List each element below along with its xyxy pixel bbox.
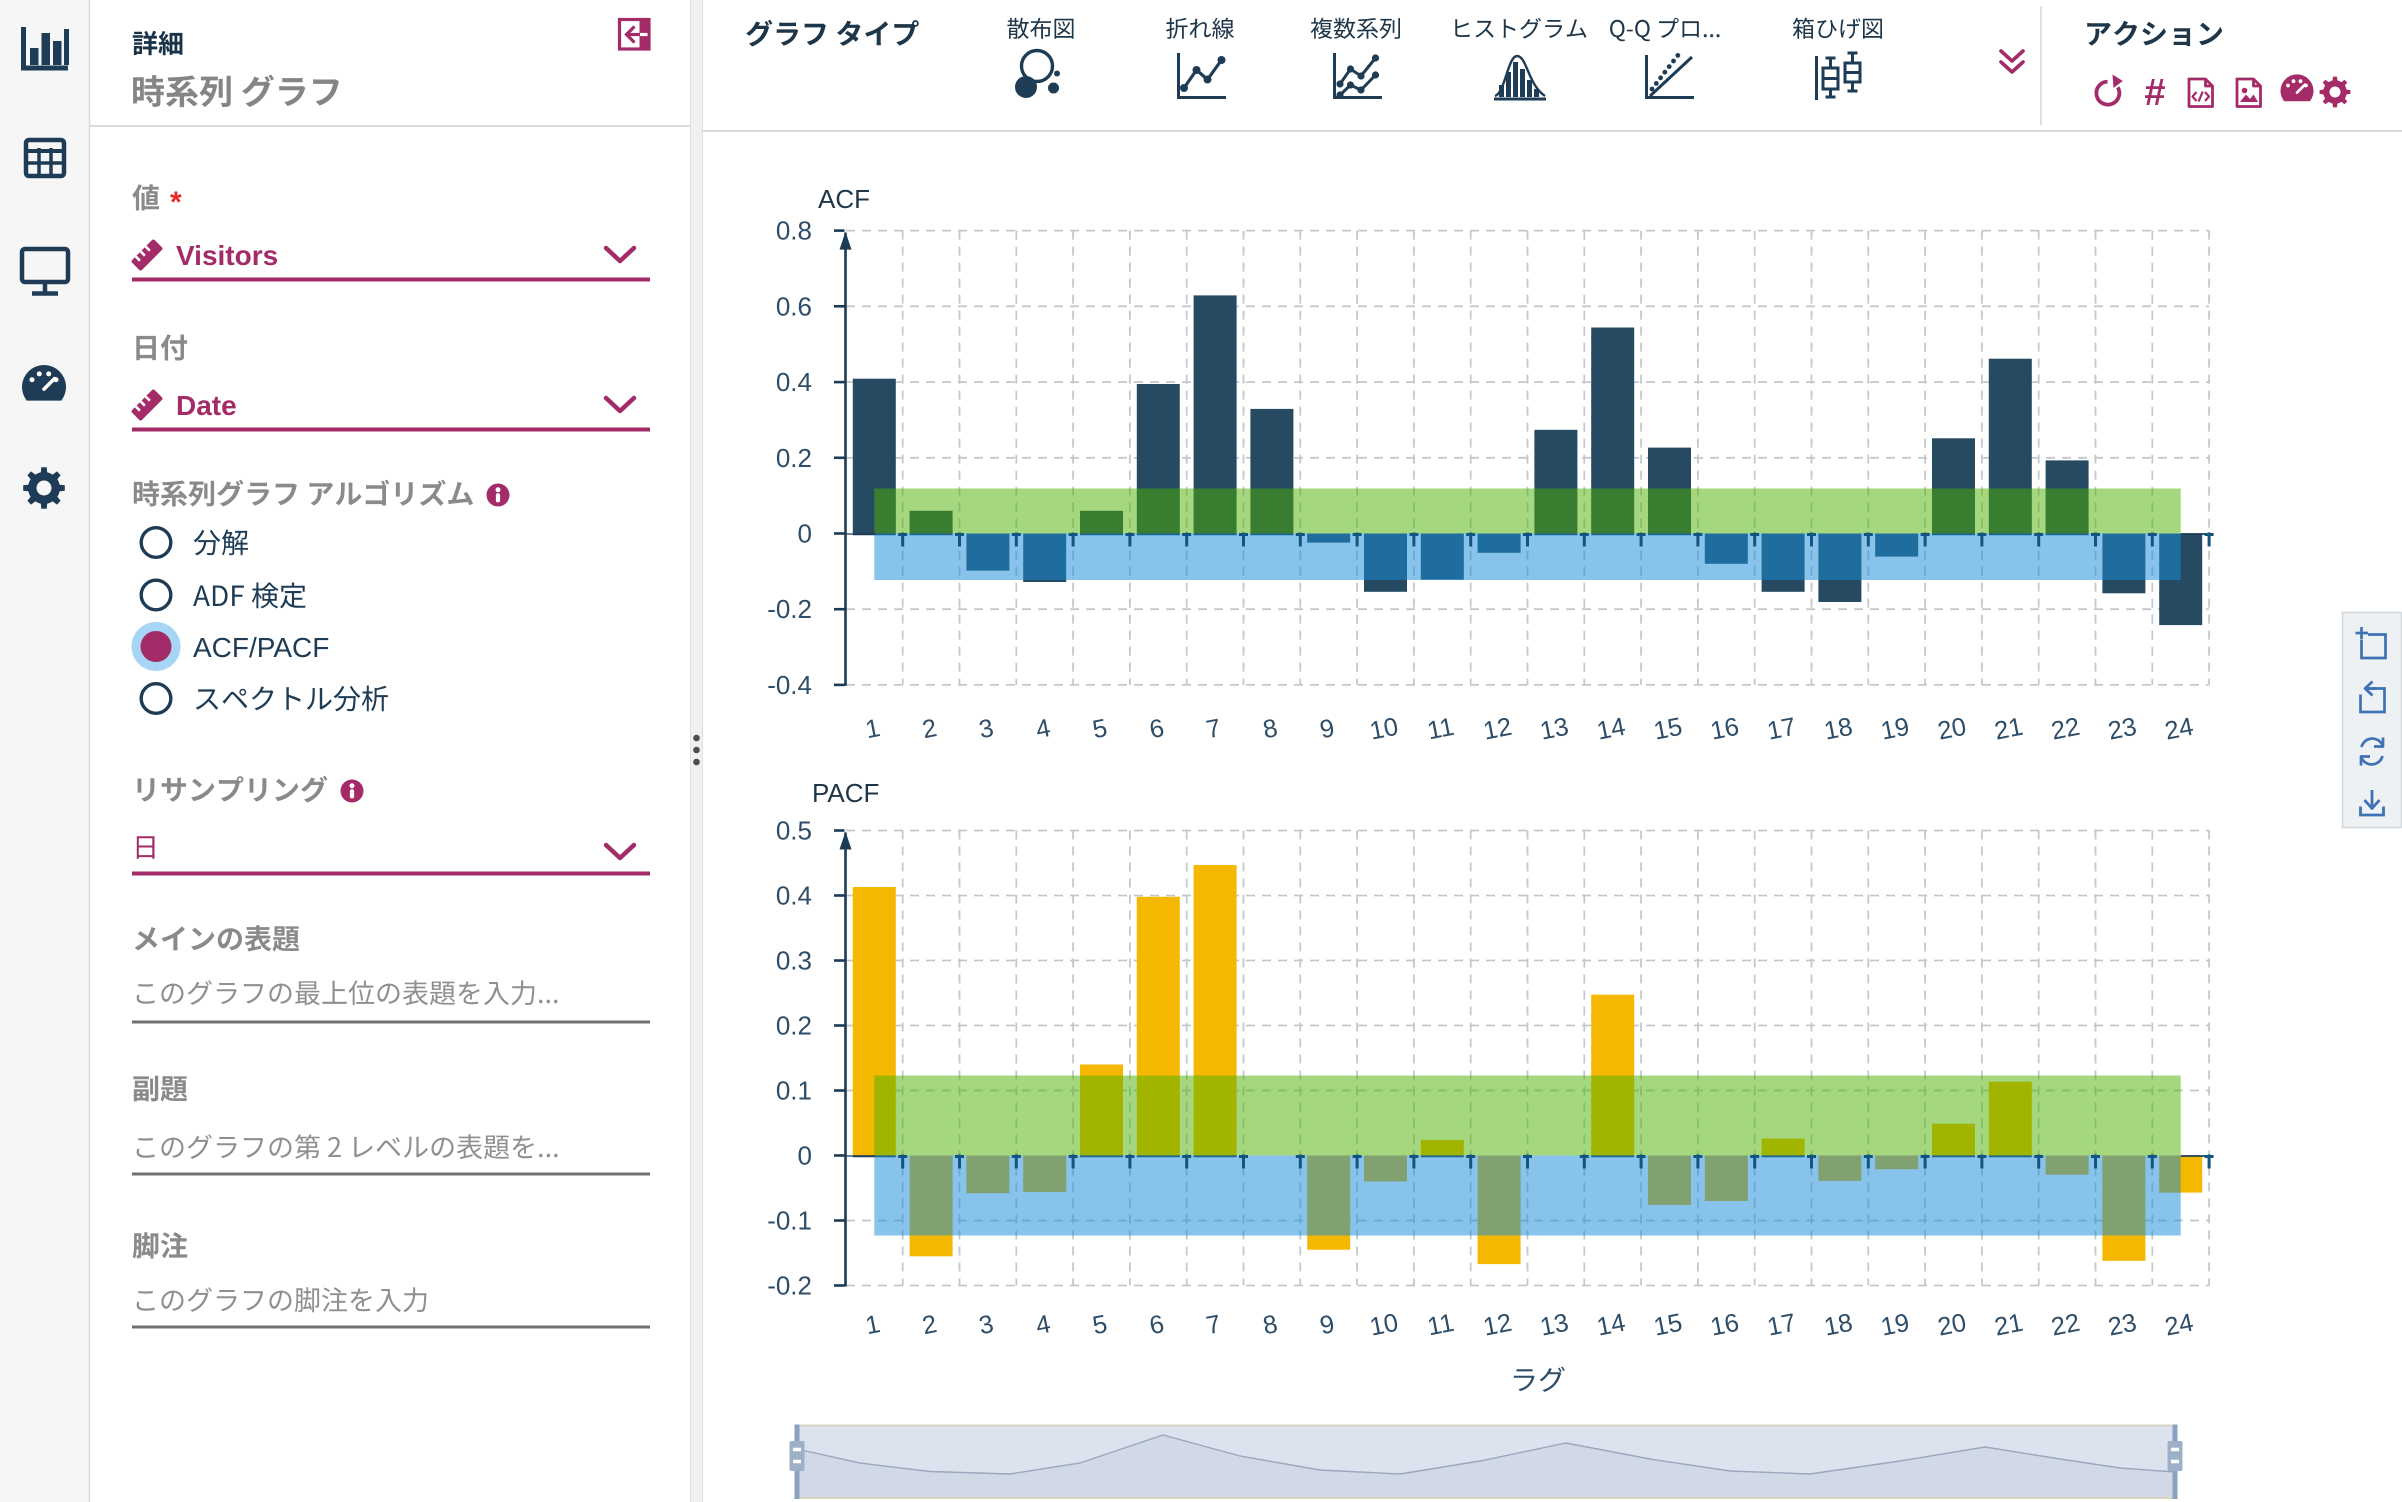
- svg-text:15: 15: [1651, 713, 1684, 746]
- svg-text:1: 1: [863, 1310, 882, 1340]
- svg-text:20: 20: [1935, 1309, 1968, 1342]
- svg-text:5: 5: [1090, 1310, 1109, 1340]
- svg-text:6: 6: [1147, 1310, 1166, 1340]
- svg-text:-0.1: -0.1: [767, 1206, 812, 1236]
- svg-text:ACF/PACF: ACF/PACF: [193, 632, 329, 663]
- svg-text:3: 3: [977, 1310, 996, 1340]
- svg-text:23: 23: [2106, 713, 2139, 746]
- svg-text:0.2: 0.2: [776, 443, 812, 473]
- svg-text:1: 1: [863, 714, 882, 744]
- svg-text:22: 22: [2049, 1309, 2082, 1342]
- svg-text:4: 4: [1034, 714, 1053, 744]
- svg-text:6: 6: [1147, 714, 1166, 744]
- svg-text:23: 23: [2106, 1309, 2139, 1342]
- svg-text:22: 22: [2049, 713, 2082, 746]
- svg-text:12: 12: [1481, 713, 1514, 746]
- svg-text:0: 0: [798, 1141, 812, 1171]
- svg-text:10: 10: [1367, 1309, 1400, 1342]
- svg-text:21: 21: [1992, 713, 2025, 746]
- svg-text:2: 2: [920, 1310, 939, 1340]
- svg-text:21: 21: [1992, 1309, 2025, 1342]
- svg-text:Date: Date: [176, 390, 237, 421]
- svg-text:16: 16: [1708, 713, 1741, 746]
- svg-text:14: 14: [1595, 713, 1628, 746]
- svg-text:10: 10: [1367, 713, 1400, 746]
- svg-text:7: 7: [1204, 1310, 1223, 1340]
- svg-text:9: 9: [1318, 714, 1337, 744]
- svg-text:0.4: 0.4: [776, 881, 812, 911]
- svg-text:20: 20: [1935, 713, 1968, 746]
- svg-text:-0.2: -0.2: [767, 1271, 812, 1301]
- svg-text:ACF: ACF: [818, 184, 870, 214]
- svg-text:17: 17: [1765, 1309, 1798, 1342]
- svg-text:0: 0: [798, 519, 812, 549]
- svg-text:7: 7: [1204, 714, 1223, 744]
- svg-text:0.6: 0.6: [776, 291, 812, 321]
- svg-text:0.8: 0.8: [776, 216, 812, 246]
- svg-text:18: 18: [1822, 713, 1855, 746]
- svg-text:*: *: [170, 186, 182, 219]
- svg-text:14: 14: [1595, 1309, 1628, 1342]
- svg-text:-0.4: -0.4: [767, 670, 812, 700]
- svg-text:19: 19: [1879, 713, 1912, 746]
- svg-text:8: 8: [1261, 1310, 1280, 1340]
- svg-text:-0.2: -0.2: [767, 594, 812, 624]
- svg-text:18: 18: [1822, 1309, 1855, 1342]
- svg-text:0.1: 0.1: [776, 1076, 812, 1106]
- svg-text:0.5: 0.5: [776, 816, 812, 846]
- svg-text:Visitors: Visitors: [176, 240, 278, 271]
- svg-text:0.4: 0.4: [776, 367, 812, 397]
- svg-text:12: 12: [1481, 1309, 1514, 1342]
- svg-text:15: 15: [1651, 1309, 1684, 1342]
- svg-text:0.2: 0.2: [776, 1011, 812, 1041]
- svg-text:19: 19: [1879, 1309, 1912, 1342]
- svg-text:4: 4: [1034, 1310, 1053, 1340]
- svg-text:2: 2: [920, 714, 939, 744]
- svg-text:3: 3: [977, 714, 996, 744]
- svg-text:24: 24: [2163, 1309, 2196, 1342]
- svg-text:17: 17: [1765, 713, 1798, 746]
- svg-text:13: 13: [1538, 1309, 1571, 1342]
- svg-text:PACF: PACF: [812, 778, 879, 808]
- svg-text:11: 11: [1425, 713, 1456, 746]
- svg-text:13: 13: [1538, 713, 1571, 746]
- svg-text:24: 24: [2163, 713, 2196, 746]
- svg-text:0.3: 0.3: [776, 946, 812, 976]
- svg-text:9: 9: [1318, 1310, 1337, 1340]
- svg-text:#: #: [2144, 72, 2165, 114]
- svg-text:16: 16: [1708, 1309, 1741, 1342]
- svg-text:8: 8: [1261, 714, 1280, 744]
- svg-text:5: 5: [1090, 714, 1109, 744]
- svg-text:11: 11: [1425, 1309, 1456, 1342]
